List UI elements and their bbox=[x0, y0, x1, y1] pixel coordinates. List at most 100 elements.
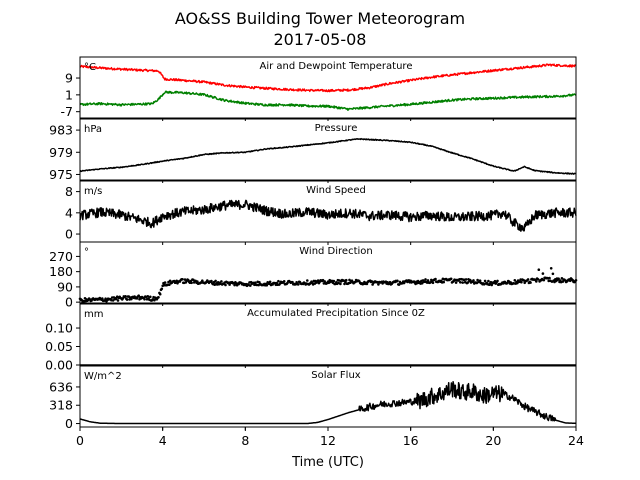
wind-direction-point bbox=[149, 295, 152, 299]
wind-direction-point bbox=[116, 299, 120, 302]
panel-1: -7 19 °C Air and Dewpoint Temperature bbox=[61, 56, 577, 121]
figure-title: AO&SS Building Tower Meteorogram bbox=[175, 9, 465, 28]
wind-direction-point bbox=[163, 281, 167, 284]
wind-direction-point bbox=[396, 279, 399, 283]
y-tick-label: 0.05 bbox=[45, 339, 73, 354]
wind-direction-point bbox=[551, 272, 555, 276]
y-tick-label: 0 bbox=[65, 227, 73, 242]
wind-direction-point bbox=[291, 280, 294, 284]
x-tick-label: 20 bbox=[485, 433, 501, 448]
wind-direction-point bbox=[535, 280, 538, 283]
panel-unit-label: mm bbox=[84, 309, 103, 320]
y-tick-label: 983 bbox=[49, 123, 73, 138]
y-tick-label: 9 bbox=[65, 71, 73, 86]
wind-direction-point bbox=[228, 283, 231, 286]
wind-direction-point bbox=[233, 283, 236, 287]
wind-direction-point bbox=[277, 279, 280, 283]
panel-title: Air and Dewpoint Temperature bbox=[260, 61, 413, 72]
wind-direction-point bbox=[125, 298, 129, 301]
panel-6: 0 318 636 W/m^2 Solar Flux bbox=[49, 365, 577, 431]
wind-direction-point bbox=[143, 298, 146, 301]
wind-direction-point bbox=[370, 280, 374, 283]
series-line-1 bbox=[79, 199, 577, 232]
panel-unit-label: hPa bbox=[84, 124, 102, 135]
panel-title: Wind Direction bbox=[299, 246, 373, 257]
wind-direction-point bbox=[496, 279, 499, 283]
wind-direction-point bbox=[526, 278, 530, 281]
x-tick-label: 8 bbox=[241, 433, 249, 448]
wind-direction-point bbox=[520, 280, 523, 284]
wind-direction-point bbox=[181, 278, 184, 281]
y-tick-label: 318 bbox=[49, 398, 73, 413]
x-tick-label: 16 bbox=[403, 433, 419, 448]
wind-direction-point bbox=[529, 281, 532, 284]
wind-direction-point bbox=[377, 283, 380, 286]
wind-direction-point bbox=[537, 268, 541, 272]
series-line-1 bbox=[79, 63, 577, 93]
wind-direction-point bbox=[339, 282, 342, 286]
series-line-2 bbox=[79, 90, 577, 111]
wind-direction-point bbox=[158, 292, 162, 296]
wind-direction-point bbox=[157, 296, 160, 299]
wind-direction-point bbox=[160, 287, 164, 291]
wind-direction-point bbox=[549, 267, 553, 270]
wind-direction-point bbox=[478, 279, 482, 283]
wind-direction-point bbox=[282, 280, 286, 283]
wind-direction-point bbox=[101, 297, 104, 300]
y-tick-label: 0.00 bbox=[45, 358, 73, 373]
wind-direction-point bbox=[124, 295, 127, 298]
y-tick-label: 0.10 bbox=[45, 321, 73, 336]
x-axis-label: Time (UTC) bbox=[291, 455, 364, 470]
wind-direction-point bbox=[137, 294, 140, 298]
wind-direction-point bbox=[487, 279, 490, 283]
y-tick-label: 90 bbox=[57, 279, 73, 294]
y-tick-label: 979 bbox=[49, 145, 73, 160]
y-tick-label: 975 bbox=[49, 167, 73, 182]
wind-direction-point bbox=[548, 276, 551, 280]
y-tick-label: 270 bbox=[49, 249, 73, 264]
wind-direction-point bbox=[461, 281, 465, 284]
chart-panels: -7 19 °C Air and Dewpoint Temperature 975 979… bbox=[45, 56, 578, 431]
wind-direction-point bbox=[190, 281, 193, 285]
wind-direction-point bbox=[214, 279, 217, 283]
wind-direction-point bbox=[536, 278, 540, 281]
y-tick-label: 636 bbox=[49, 379, 73, 394]
panel-title: Pressure bbox=[315, 123, 358, 134]
wind-direction-point bbox=[431, 281, 435, 285]
x-tick-label: 24 bbox=[568, 433, 584, 448]
panel-title: Solar Flux bbox=[311, 370, 361, 381]
wind-direction-point bbox=[249, 284, 252, 287]
wind-direction-point bbox=[472, 279, 475, 282]
wind-direction-point bbox=[459, 281, 462, 284]
panel-5: 0.00 0.05 0.10 mm Accumulated Precipitation … bbox=[45, 303, 577, 373]
wind-direction-point bbox=[265, 284, 269, 287]
wind-direction-point bbox=[426, 279, 430, 282]
wind-direction-point bbox=[466, 281, 470, 284]
wind-direction-point bbox=[146, 295, 150, 298]
panel-unit-label: W/m^2 bbox=[84, 371, 122, 382]
wind-direction-point bbox=[483, 279, 487, 283]
wind-direction-point bbox=[168, 279, 172, 283]
wind-direction-point bbox=[442, 280, 446, 284]
x-tick-label: 12 bbox=[320, 433, 336, 448]
x-axis: 0 4 8 12 16 20 24 bbox=[76, 427, 584, 448]
x-tick-label: 4 bbox=[159, 433, 167, 448]
panel-3: 0 4 8 m/s Wind Speed bbox=[65, 180, 577, 245]
wind-direction-point bbox=[220, 280, 223, 283]
wind-direction-point bbox=[557, 277, 560, 281]
y-tick-label: 1 bbox=[65, 87, 73, 102]
y-tick-label: 8 bbox=[65, 184, 73, 199]
series-line-1 bbox=[79, 381, 577, 425]
panel-unit-label: ° bbox=[84, 247, 89, 258]
wind-direction-point bbox=[210, 279, 213, 283]
wind-direction-point bbox=[464, 278, 468, 281]
wind-direction-point bbox=[296, 283, 300, 286]
wind-direction-point bbox=[268, 280, 272, 284]
wind-direction-point bbox=[254, 281, 257, 285]
wind-direction-points bbox=[78, 267, 578, 304]
figure-subtitle: 2017-05-08 bbox=[274, 30, 367, 49]
wind-direction-point bbox=[561, 280, 565, 283]
wind-direction-point bbox=[388, 280, 392, 284]
